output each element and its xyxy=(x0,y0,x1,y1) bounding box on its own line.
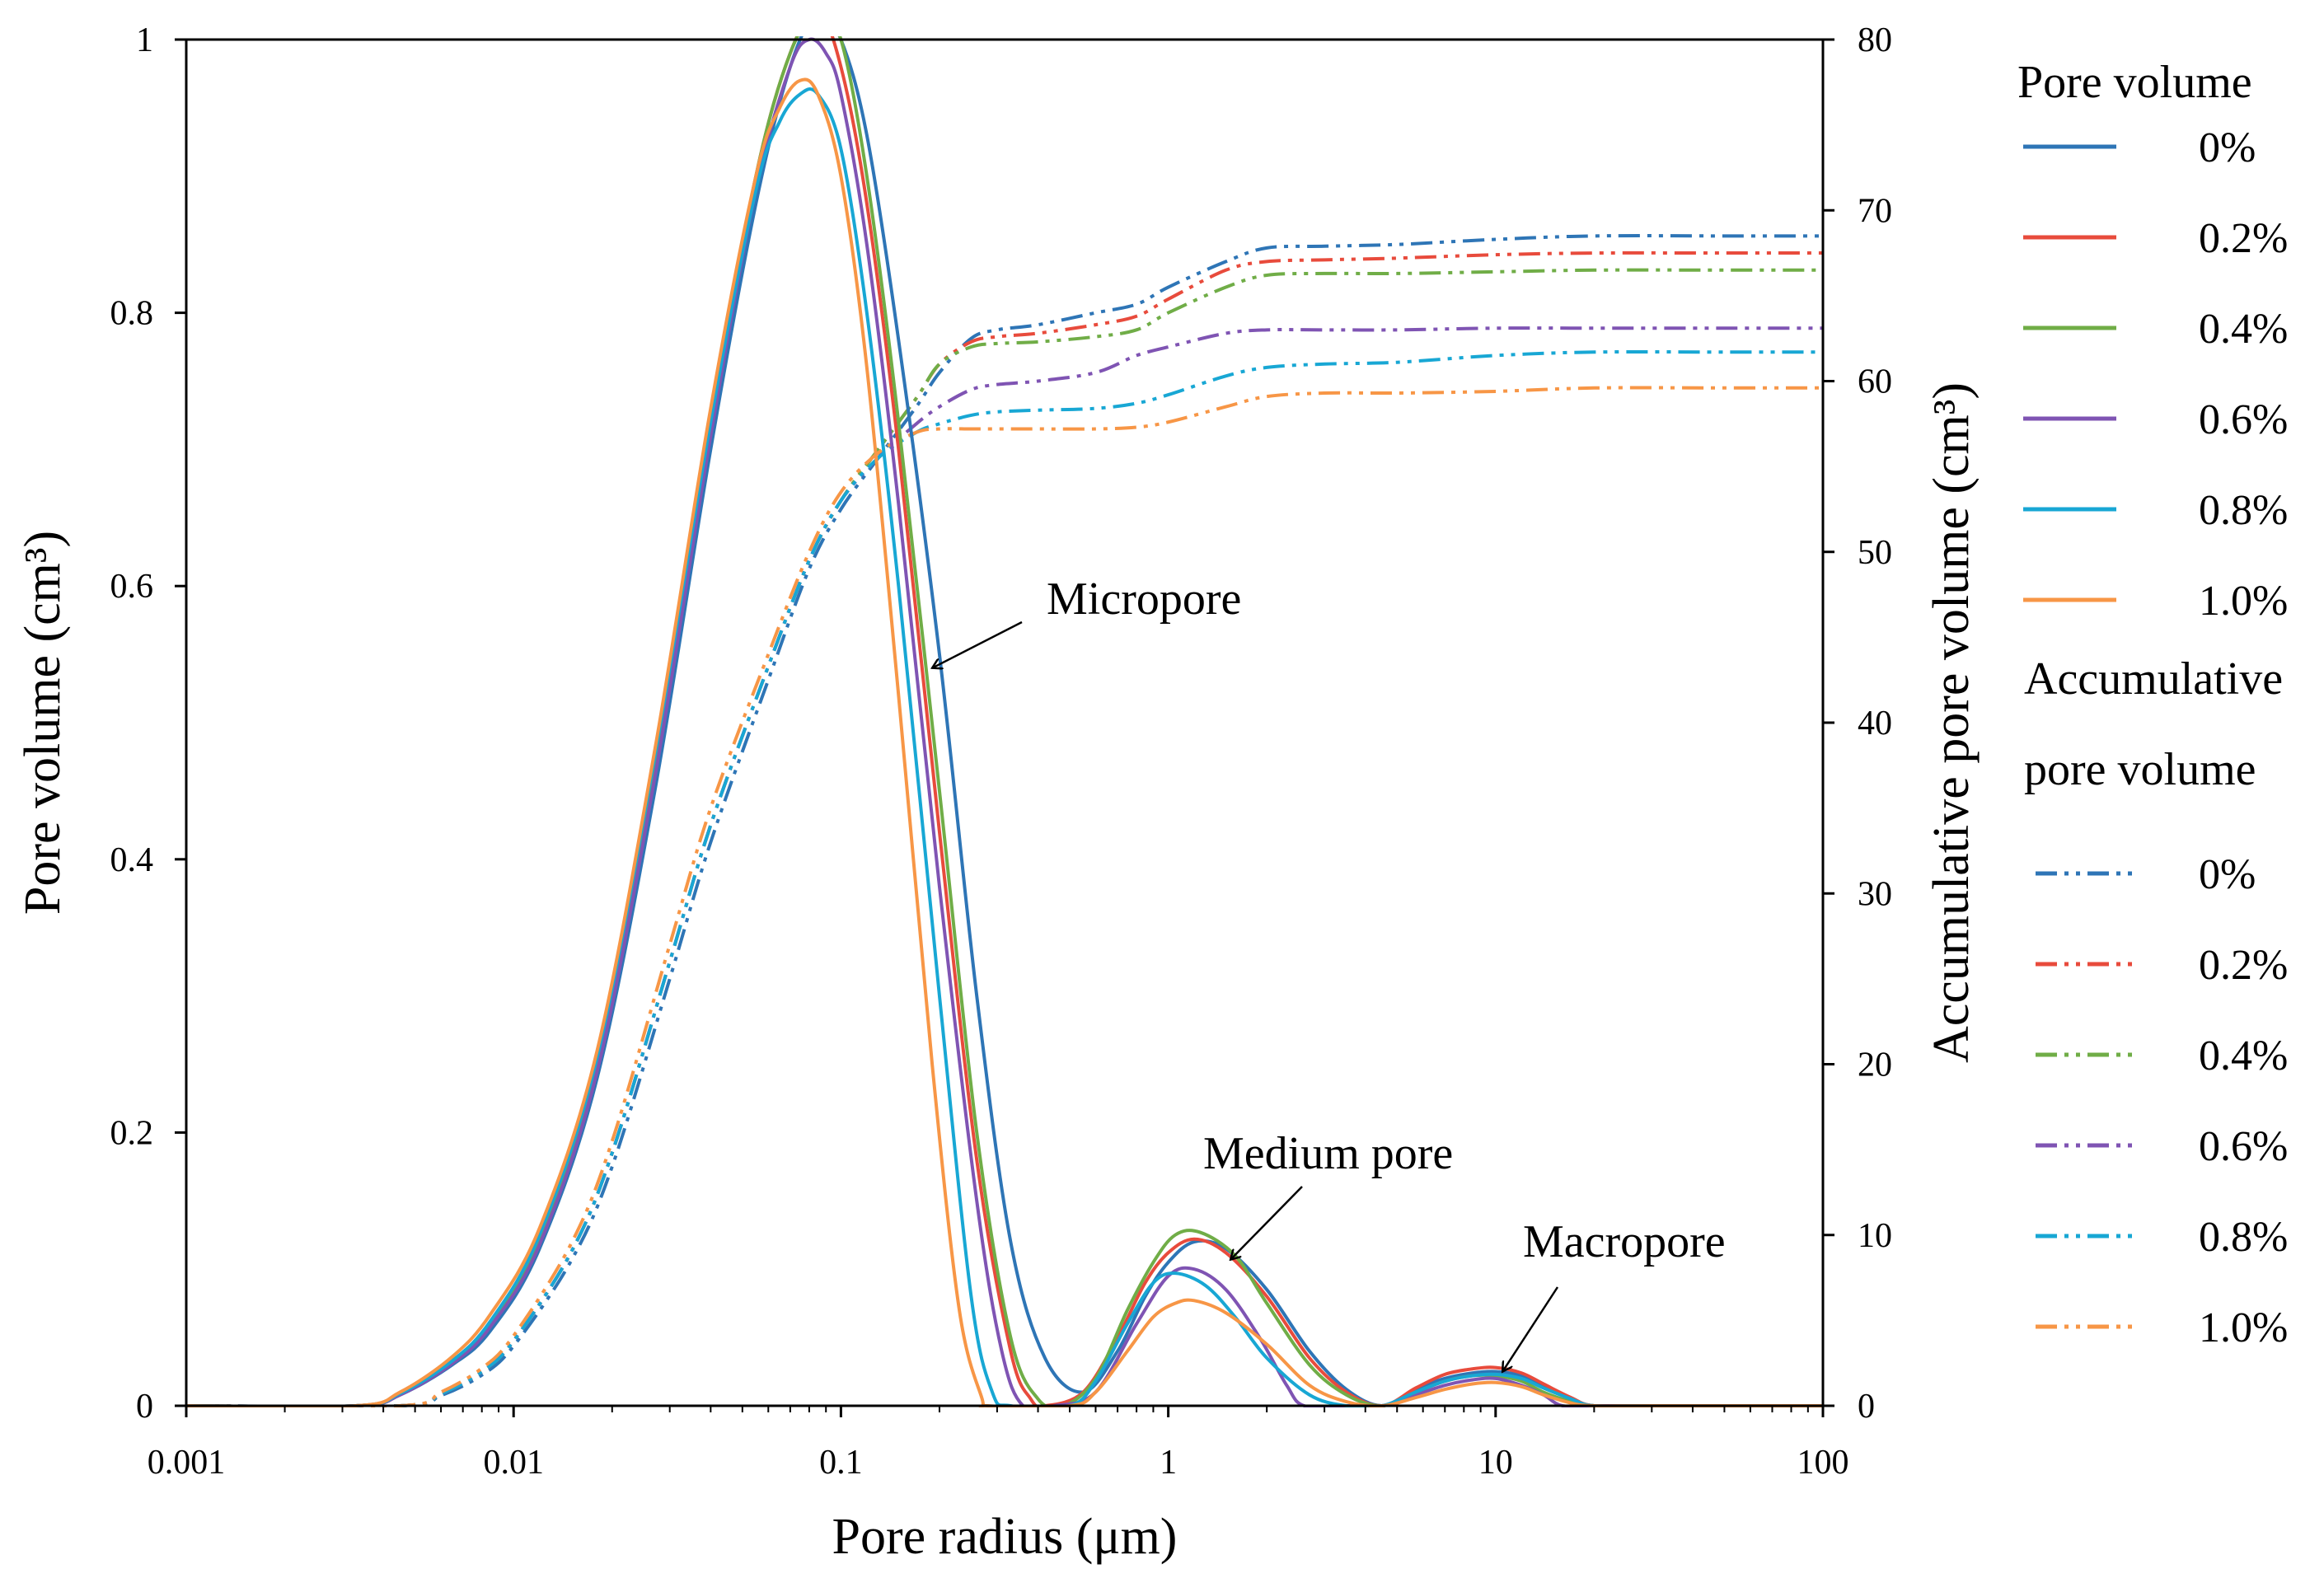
x-tick-label: 0.001 xyxy=(148,1444,226,1482)
x-tick-label: 1 xyxy=(1160,1444,1177,1482)
legend-label-acc-0.8%: 0.8% xyxy=(2199,1214,2288,1261)
annotation-arrow xyxy=(932,620,1023,668)
legend-title-accumulative-line1: Accumulative xyxy=(2024,653,2283,705)
annotation-arrow xyxy=(1502,1286,1559,1372)
y-tick-label: 0.6 xyxy=(110,568,154,606)
legend-label-pore-0.8%: 0.8% xyxy=(2199,487,2288,534)
axis-ticks: 0.001 0.01 0.1 1 10 10000.20.40.60.8101020304… xyxy=(110,21,1893,1482)
y2-tick-label: 20 xyxy=(1858,1047,1892,1084)
legend-label-acc-0.2%: 0.2% xyxy=(2199,942,2288,989)
annotations: Micropore Medium pore Macropore xyxy=(932,574,1726,1372)
legend-label-acc-1.0%: 1.0% xyxy=(2199,1304,2288,1351)
accumulative-curve-1.0% xyxy=(186,386,1823,1407)
legend-label-pore-0.6%: 0.6% xyxy=(2199,396,2288,443)
legend-label-pore-0.2%: 0.2% xyxy=(2199,215,2288,262)
pore-volume-curve-0.6% xyxy=(186,37,1823,1407)
y2-tick-label: 50 xyxy=(1858,534,1892,572)
y-axis-title: Pore volume (cm³) xyxy=(15,531,71,915)
legend-label-acc-0.6%: 0.6% xyxy=(2199,1123,2288,1170)
legend-label-acc-0%: 0% xyxy=(2199,851,2256,898)
x-tick-label: 0.1 xyxy=(819,1444,863,1482)
annotation-arrow xyxy=(1230,1186,1303,1260)
y-tick-label: 0.2 xyxy=(110,1114,154,1152)
legend-label-acc-0.4%: 0.4% xyxy=(2199,1032,2288,1079)
y-tick-label: 1 xyxy=(136,21,153,59)
accumulative-curve-0.4% xyxy=(186,268,1823,1407)
y2-tick-label: 10 xyxy=(1858,1217,1892,1255)
annotation-label: Micropore xyxy=(1047,574,1241,625)
y-tick-label: 0.8 xyxy=(110,295,154,333)
x-tick-label: 100 xyxy=(1797,1444,1849,1482)
y-tick-label: 0.4 xyxy=(110,841,154,879)
legend-title-pore-volume: Pore volume xyxy=(2017,57,2252,108)
pore-volume-curve-0% xyxy=(186,36,1823,1407)
x-axis-title: Pore radius (μm) xyxy=(832,1509,1178,1565)
legend: Pore volume Accumulative pore volume 0% 0… xyxy=(2017,57,2288,1351)
y2-tick-label: 0 xyxy=(1858,1388,1875,1426)
accumulative-curve-0% xyxy=(186,234,1823,1407)
y2-tick-label: 30 xyxy=(1858,875,1892,913)
y2-tick-label: 40 xyxy=(1858,705,1892,742)
y2-tick-label: 80 xyxy=(1858,21,1892,59)
y-tick-label: 0 xyxy=(136,1388,153,1426)
annotation-label: Macropore xyxy=(1523,1216,1726,1267)
x-tick-label: 10 xyxy=(1478,1444,1513,1482)
annotation-label: Medium pore xyxy=(1203,1128,1453,1179)
y2-axis-title: Accumulative pore volume (cm³) xyxy=(1923,382,1980,1063)
legend-label-pore-1.0%: 1.0% xyxy=(2199,578,2288,625)
legend-label-pore-0.4%: 0.4% xyxy=(2199,306,2288,353)
y2-tick-label: 60 xyxy=(1858,363,1892,401)
legend-label-pore-0%: 0% xyxy=(2199,124,2256,171)
y2-tick-label: 70 xyxy=(1858,192,1892,230)
legend-title-accumulative-line2: pore volume xyxy=(2024,744,2256,795)
accumulative-curve-0.8% xyxy=(186,349,1823,1407)
plot-area xyxy=(185,36,1825,1407)
x-tick-label: 0.01 xyxy=(483,1444,544,1482)
pore-volume-curve-1.0% xyxy=(186,77,1823,1407)
